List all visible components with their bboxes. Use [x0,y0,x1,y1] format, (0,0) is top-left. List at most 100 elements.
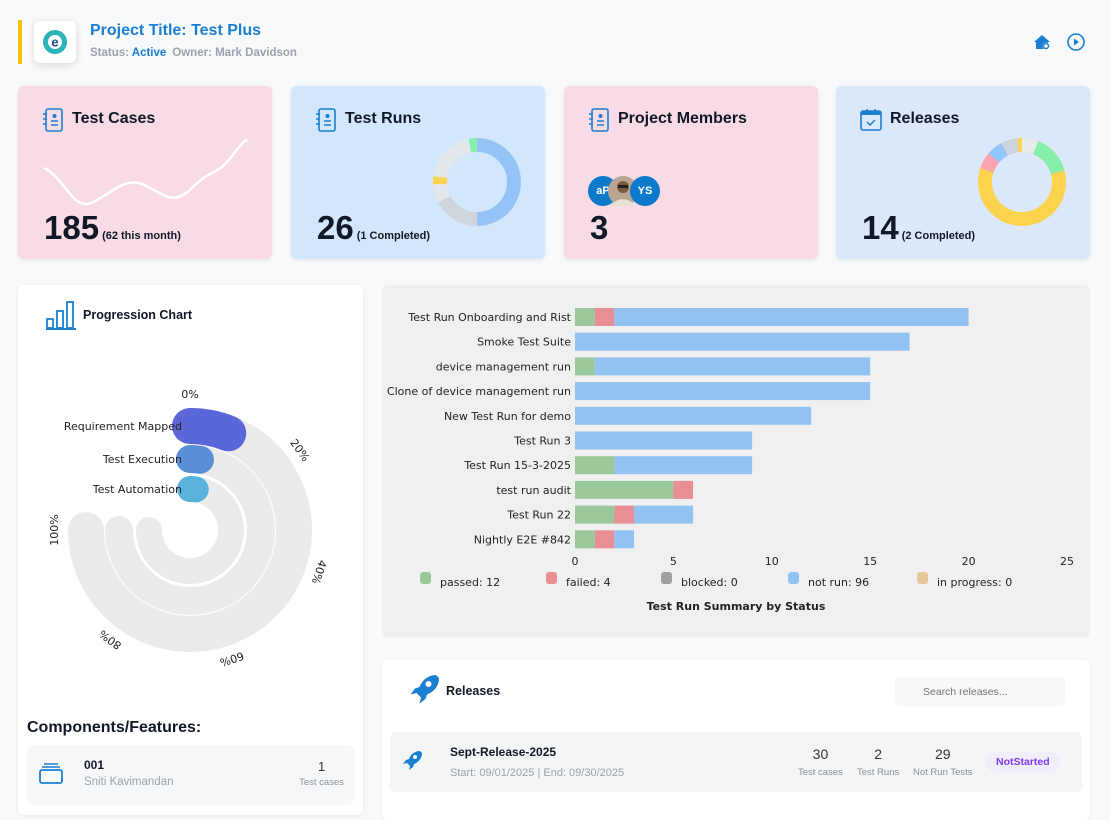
members-count: 3 [590,209,608,247]
bar-category-label: Test Run 3 [513,435,571,448]
trend-sparkline [42,136,252,211]
legend-label: in progress: 0 [937,576,1012,589]
bar-category-label: Nightly E2E #842 [474,533,571,546]
play-circle-icon [1066,32,1086,52]
card-title: Test Runs [345,110,421,128]
project-members-card[interactable]: Project Members aP YS 3 [564,86,818,259]
svg-text:e: e [51,35,58,50]
x-tick-label: 0 [572,555,579,568]
contact-book-icon [42,108,64,132]
x-tick-label: 20 [962,555,976,568]
test-cases-count: 185(62 this month) [44,209,181,247]
bar-segment [575,407,811,425]
legend-swatch [788,572,799,584]
component-owner: Sniti Kavimandan [84,776,174,788]
progress-label: Requirement Mapped [64,420,182,433]
legend-label: failed: 4 [566,576,611,589]
test-runs-card[interactable]: Test Runs 26(1 Completed) [291,86,545,259]
bar-segment [575,481,673,499]
bar-segment [614,506,634,524]
bar-segment [614,530,634,548]
bar-segment [575,357,595,375]
x-tick-label: 25 [1060,555,1074,568]
bar-category-label: device management run [436,360,571,373]
bar-category-label: Test Run 15-3-2025 [463,459,571,472]
card-title: Test Cases [72,110,155,128]
bar-segment [595,357,871,375]
legend-label: blocked: 0 [681,576,738,589]
rocket-icon [400,749,424,773]
bar-category-label: Smoke Test Suite [477,336,571,349]
card-title: Project Members [618,110,747,128]
bar-segment [673,481,693,499]
releases-panel-title: Releases [446,684,500,698]
bar-segment [575,308,595,326]
release-status-badge: NotStarted [986,752,1060,772]
progression-panel: Progression Chart Requirement Mapped Test… [18,285,363,815]
release-dates: Start: 09/01/2025 | End: 09/30/2025 [450,767,624,779]
progression-radial-chart: Requirement Mapped Test Execution Test Aut… [18,365,363,685]
bar-segment [595,530,615,548]
bar-segment [575,530,595,548]
progress-label: Test Automation [92,483,182,496]
progress-tick: 80% [97,627,124,652]
bar-segment [575,382,870,400]
project-title: Project Title: Test Plus [90,22,261,40]
components-title: Components/Features: [27,719,201,737]
legend-swatch [661,572,672,584]
bar-segment [634,506,693,524]
legend-label: passed: 12 [440,576,500,589]
x-tick-label: 15 [863,555,877,568]
header-accent-bar [18,20,22,64]
progress-tick: 40% [309,558,329,585]
home-gear-icon [1033,33,1051,51]
play-button[interactable] [1064,30,1088,54]
home-settings-button[interactable] [1030,30,1054,54]
test-cases-card[interactable]: Test Cases 185(62 this month) [18,86,272,259]
release-row[interactable]: Sept-Release-2025 Start: 09/01/2025 | En… [390,732,1082,792]
project-meta: Status: Active Owner: Mark Davidson [90,47,297,59]
test-runs-donut [429,134,525,230]
progression-title: Progression Chart [83,308,192,322]
avatar[interactable]: YS [630,176,660,206]
legend-label: not run: 96 [808,576,869,589]
bar-category-label: New Test Run for demo [444,410,571,423]
bar-segment [614,308,968,326]
releases-donut [974,134,1070,230]
chart-title: Test Run Summary by Status [647,600,826,613]
contact-book-icon [588,108,610,132]
component-id: 001 [84,758,104,772]
progress-tick: 0% [181,388,198,401]
releases-card[interactable]: Releases 14(2 Completed) [836,86,1090,259]
test-runs-count: 26(1 Completed) [317,209,430,247]
bar-segment [575,456,614,474]
progress-tick: 60% [218,649,245,669]
progress-label: Test Execution [102,453,182,466]
legend-swatch [917,572,928,584]
legend-swatch [546,572,557,584]
project-logo: e [34,21,76,63]
status-value: Active [132,47,167,59]
legend-swatch [420,572,431,584]
calendar-check-icon [860,108,882,132]
progress-arc [190,459,200,460]
bar-segment [595,308,615,326]
release-name[interactable]: Sept-Release-2025 [450,745,556,759]
bar-category-label: Test Run 22 [506,509,571,522]
bar-segment [614,456,752,474]
contact-book-icon [315,108,337,132]
releases-count: 14(2 Completed) [862,209,975,247]
progress-arc [190,426,228,433]
owner: Owner: Mark Davidson [172,47,297,59]
x-tick-label: 10 [765,555,779,568]
bar-segment [575,333,910,351]
card-title: Releases [890,110,959,128]
search-releases-input[interactable] [895,677,1065,706]
status-label: Status: [90,47,129,59]
